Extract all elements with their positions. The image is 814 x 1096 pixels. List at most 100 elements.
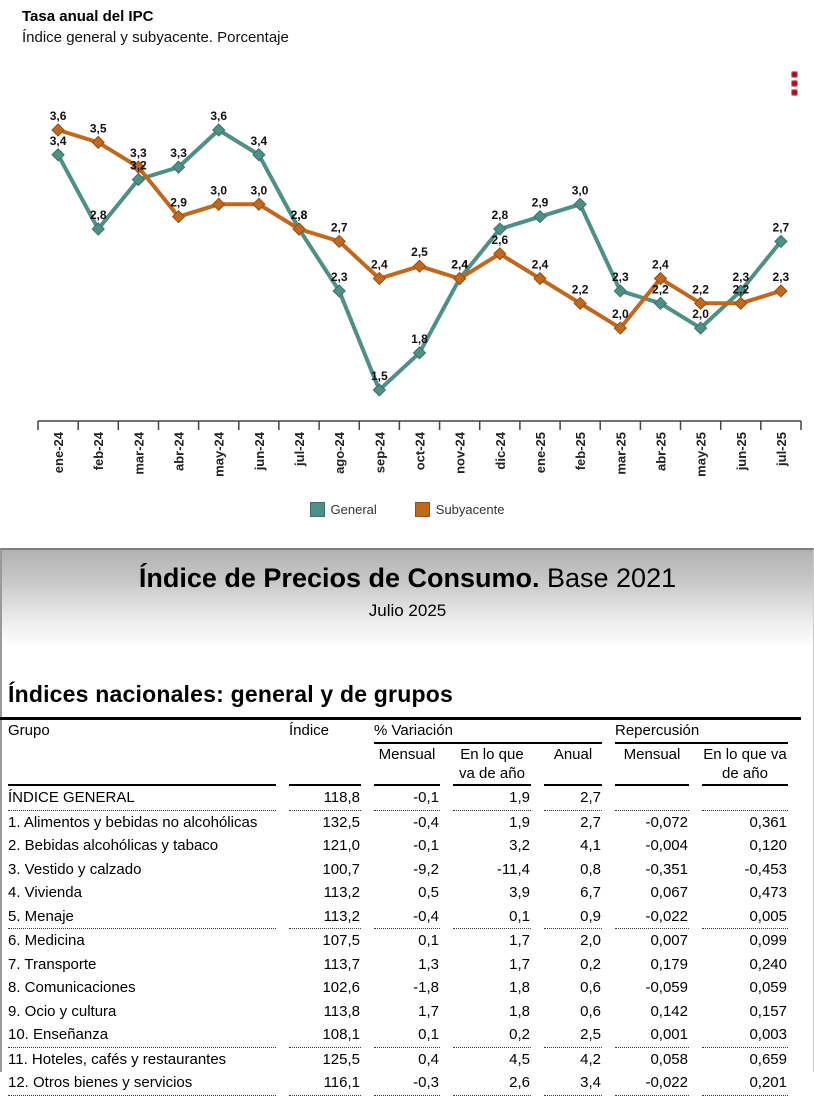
col-header-indice: Índice bbox=[289, 720, 361, 787]
cell-var-mensual: 0,1 bbox=[374, 1023, 440, 1048]
cell-indice: 107,5 bbox=[322, 932, 360, 950]
col-group-repercusion: Repercusión bbox=[615, 720, 788, 744]
data-point-subyacente[interactable] bbox=[573, 296, 587, 311]
cell-rep-ano: 0,361 bbox=[749, 813, 787, 831]
data-point-general[interactable] bbox=[252, 148, 266, 162]
legend-item-subyacente[interactable]: Subyacente bbox=[414, 502, 504, 517]
data-point-subyacente[interactable] bbox=[372, 271, 387, 286]
cell-var-anual: 0,8 bbox=[580, 860, 601, 878]
data-label: 2,2 bbox=[732, 282, 749, 296]
x-axis-label: ene-24 bbox=[51, 431, 66, 473]
ipc-line-chart: ene-24 feb-24 mar-24 abr-24 may-24 jun-24 jul-… bbox=[37, 109, 802, 477]
cell-rep-ano: 0,059 bbox=[749, 979, 787, 997]
data-label: 3,6 bbox=[50, 109, 67, 123]
data-point-subyacente[interactable] bbox=[91, 135, 105, 150]
data-label: 2,4 bbox=[371, 258, 388, 272]
data-label: 3,4 bbox=[251, 134, 268, 148]
groups-table: Grupo Índice % Variación Repercusión Men… bbox=[0, 717, 801, 1096]
cell-rep-mensual: 0,067 bbox=[650, 884, 688, 902]
data-point-subyacente[interactable] bbox=[653, 271, 668, 286]
x-axis-label: sep-24 bbox=[372, 431, 387, 473]
cell-rep-mensual: -0,022 bbox=[615, 905, 689, 930]
kebab-menu-icon[interactable] bbox=[790, 70, 799, 97]
data-point-general[interactable] bbox=[212, 123, 226, 137]
data-point-general[interactable] bbox=[171, 160, 186, 174]
data-point-subyacente[interactable] bbox=[131, 160, 146, 174]
col-header-var-mensual: Mensual bbox=[374, 744, 440, 787]
data-label: 2,4 bbox=[451, 258, 468, 272]
cell-indice: 118,8 bbox=[289, 786, 361, 811]
chart-subtitle: Índice general y subyacente. Porcentaje bbox=[22, 29, 289, 46]
cell-var-anual: 0,6 bbox=[580, 1002, 601, 1020]
legend-item-general[interactable]: General bbox=[309, 502, 377, 517]
cell-var-ano: 1,7 bbox=[509, 932, 530, 950]
cell-rep-ano: 0,240 bbox=[749, 955, 787, 973]
table-row: 2. Bebidas alcohólicas y tabaco 121,0 -0,1… bbox=[8, 834, 788, 858]
data-point-subyacente[interactable] bbox=[212, 197, 226, 211]
data-point-general[interactable] bbox=[91, 222, 105, 236]
data-label: 2,4 bbox=[652, 258, 669, 272]
x-axis bbox=[37, 420, 802, 430]
data-point-general[interactable] bbox=[332, 284, 346, 298]
table-row: 9. Ocio y cultura 113,8 1,7 1,8 0,6 0,142 0,15… bbox=[8, 1000, 788, 1024]
data-point-general[interactable] bbox=[774, 234, 788, 249]
data-point-subyacente[interactable] bbox=[693, 296, 708, 311]
cell-rep-mensual: 0,007 bbox=[650, 932, 688, 950]
data-point-subyacente[interactable] bbox=[51, 123, 65, 137]
cell-var-ano: 3,9 bbox=[509, 884, 530, 902]
ipc-chart-block: ene-24 feb-24 mar-24 abr-24 may-24 jun-24 jul-… bbox=[22, 8, 802, 517]
data-point-subyacente[interactable] bbox=[252, 197, 266, 211]
cell-var-anual: 3,4 bbox=[544, 1071, 602, 1096]
cell-var-mensual: -0,3 bbox=[374, 1071, 440, 1096]
table-row: 11. Hoteles, cafés y restaurantes 125,5 0,… bbox=[8, 1048, 788, 1072]
cell-indice: 116,1 bbox=[289, 1071, 361, 1096]
data-label: 3,0 bbox=[251, 183, 268, 197]
data-point-subyacente[interactable] bbox=[171, 209, 186, 224]
data-point-general[interactable] bbox=[573, 197, 587, 211]
cell-grupo: 12. Otros bienes y servicios bbox=[8, 1071, 276, 1096]
data-label: 2,0 bbox=[612, 307, 629, 321]
data-point-subyacente[interactable] bbox=[734, 296, 748, 311]
data-point-subyacente[interactable] bbox=[613, 321, 627, 335]
data-label: 2,6 bbox=[491, 233, 508, 247]
data-point-general[interactable] bbox=[51, 148, 65, 162]
data-point-subyacente[interactable] bbox=[493, 247, 507, 261]
data-label: 2,8 bbox=[90, 208, 107, 222]
data-point-subyacente[interactable] bbox=[412, 259, 427, 273]
cell-rep-ano: 0,157 bbox=[749, 1002, 787, 1020]
data-point-general[interactable] bbox=[412, 346, 427, 360]
data-point-general[interactable] bbox=[693, 321, 708, 335]
groups-table-head: Grupo Índice % Variación Repercusión Men… bbox=[8, 720, 788, 787]
report-subtitle: Julio 2025 bbox=[368, 601, 447, 620]
data-point-general[interactable] bbox=[653, 296, 668, 311]
data-label: 2,9 bbox=[170, 196, 187, 210]
cell-rep-mensual: 0,179 bbox=[650, 955, 688, 973]
cell-rep-mensual: -0,072 bbox=[645, 813, 688, 831]
col-header-rep-ano: En lo que va de año bbox=[702, 744, 788, 787]
data-point-subyacente[interactable] bbox=[332, 234, 346, 249]
data-point-general[interactable] bbox=[493, 222, 507, 236]
data-point-subyacente[interactable] bbox=[533, 271, 547, 286]
data-point-general[interactable] bbox=[372, 383, 387, 397]
data-point-general[interactable] bbox=[533, 209, 547, 224]
data-point-subyacente[interactable] bbox=[292, 222, 306, 236]
cell-rep-ano: 0,003 bbox=[702, 1023, 788, 1048]
cell-indice: 113,2 bbox=[323, 884, 360, 902]
cell-rep-ano: 0,473 bbox=[749, 884, 787, 902]
cell-var-ano: 0,1 bbox=[453, 905, 531, 930]
cell-var-ano: 1,7 bbox=[509, 955, 530, 973]
kebab-dot bbox=[791, 89, 798, 96]
data-point-general[interactable] bbox=[131, 172, 146, 187]
table-row: 6. Medicina 107,5 0,1 1,7 2,0 0,007 0,099 bbox=[8, 929, 788, 953]
cell-rep-mensual: 0,001 bbox=[615, 1023, 689, 1048]
x-axis-label: mar-25 bbox=[613, 432, 628, 475]
x-axis-label: jun-24 bbox=[252, 431, 267, 471]
data-point-subyacente[interactable] bbox=[452, 271, 467, 286]
data-point-subyacente[interactable] bbox=[774, 284, 788, 298]
cell-rep-ano: -0,453 bbox=[744, 860, 787, 878]
table-row: 8. Comunicaciones 102,6 -1,8 1,8 0,6 -0,059 0,… bbox=[8, 976, 788, 1000]
x-axis-label: ene-25 bbox=[533, 432, 548, 473]
data-point-general[interactable] bbox=[613, 284, 627, 298]
cell-indice: 113,7 bbox=[323, 955, 360, 973]
table-row: 12. Otros bienes y servicios 116,1 -0,3 2,6… bbox=[8, 1071, 788, 1096]
